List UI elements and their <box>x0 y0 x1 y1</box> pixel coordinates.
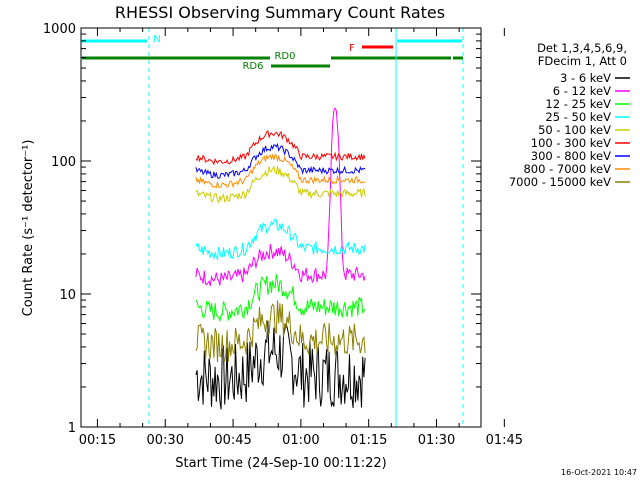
x-tick-label: 01:15 <box>350 433 387 448</box>
y-axis: 1 10 100 1000 <box>43 22 481 436</box>
legend-label: 50 - 100 keV <box>538 123 611 137</box>
legend-header-line-2: FDecim 1, Att 0 <box>538 54 627 68</box>
legend-label: 300 - 800 keV <box>531 149 611 163</box>
plot-area: N RD0 RD6 F <box>82 28 464 427</box>
series-line <box>195 218 366 261</box>
x-tick-label: 00:15 <box>79 433 116 448</box>
series-line <box>195 165 366 204</box>
series-line <box>195 107 366 287</box>
y-tick-label: 10 <box>59 288 76 303</box>
series-line <box>195 300 366 363</box>
legend-header-line-1: Det 1,3,4,5,6,9, <box>537 41 627 55</box>
x-tick-label: 00:30 <box>147 433 184 448</box>
flag-label: F <box>349 43 355 54</box>
footer-timestamp: 16-Oct-2021 10:47 <box>561 468 637 477</box>
y-tick-label: 1 <box>68 421 76 436</box>
y-tick-label: 1000 <box>43 22 76 37</box>
legend-label: 100 - 300 keV <box>531 136 611 150</box>
plot-frame <box>80 27 482 428</box>
legend-label: 7000 - 15000 keV <box>509 175 611 189</box>
x-tick-label: 00:45 <box>214 433 251 448</box>
legend-label: 6 - 12 keV <box>553 84 611 98</box>
legend-label: 3 - 6 keV <box>560 71 611 85</box>
flag-label: N <box>153 34 160 45</box>
y-tick-label: 100 <box>51 155 76 170</box>
y-axis-label: Count Rate (s⁻¹ detector⁻¹) <box>21 140 36 317</box>
chart-title: RHESSI Observing Summary Count Rates <box>115 3 445 22</box>
series-line <box>195 320 366 410</box>
series-line <box>195 153 366 189</box>
x-tick-label: 01:00 <box>282 433 319 448</box>
series-line <box>195 130 366 166</box>
series-line <box>195 274 366 322</box>
legend-label: 800 - 7000 keV <box>523 162 611 176</box>
x-axis: 00:15 00:30 00:45 01:00 01:15 01:30 01:45 <box>79 28 523 448</box>
x-axis-label: Start Time (24-Sep-10 00:11:22) <box>175 456 386 471</box>
series-line <box>195 142 366 179</box>
legend-label: 25 - 50 keV <box>545 110 611 124</box>
flag-label: RD0 <box>274 51 295 62</box>
x-tick-label: 01:45 <box>486 433 523 448</box>
x-tick-label: 01:30 <box>418 433 455 448</box>
legend-label: 12 - 25 keV <box>545 97 611 111</box>
legend: Det 1,3,4,5,6,9, FDecim 1, Att 0 3 - 6 k… <box>509 41 630 189</box>
flag-label: RD6 <box>242 61 263 72</box>
